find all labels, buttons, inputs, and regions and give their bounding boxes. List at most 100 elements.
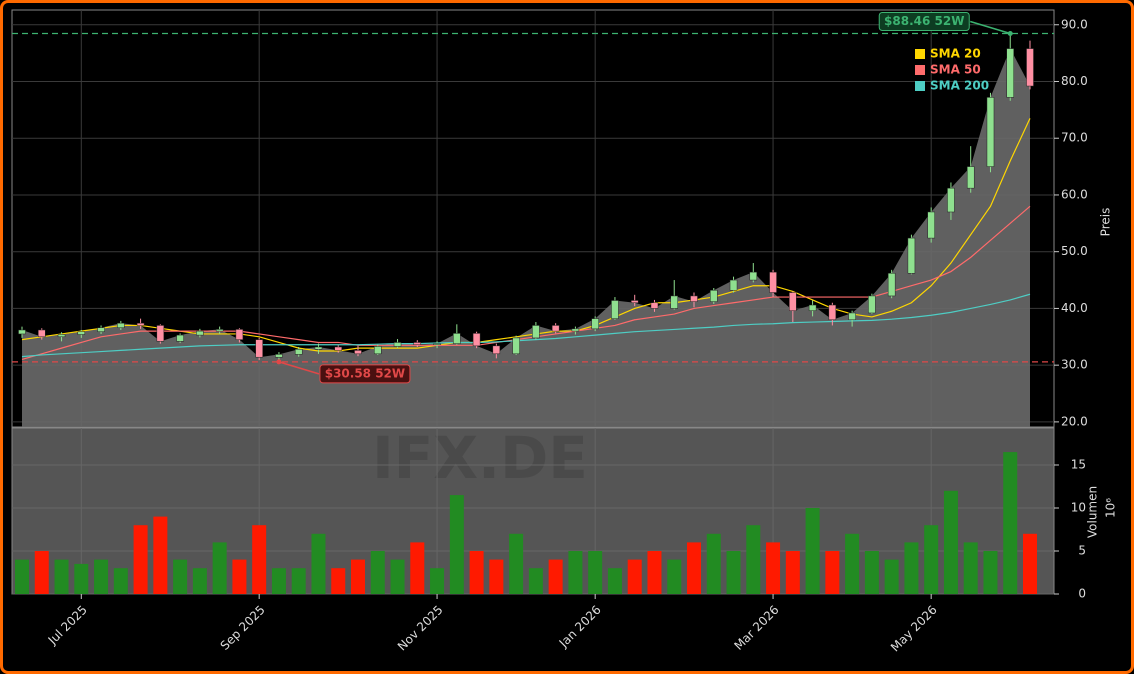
candle-body bbox=[670, 295, 678, 309]
volume-bar bbox=[311, 533, 326, 594]
candle-body bbox=[453, 333, 461, 344]
volume-bar bbox=[410, 542, 425, 594]
candle-body bbox=[690, 295, 698, 302]
candle-body bbox=[413, 342, 422, 345]
volume-bar bbox=[271, 568, 286, 594]
candle-body bbox=[275, 354, 283, 358]
candle-body bbox=[314, 346, 323, 350]
candle-body bbox=[1006, 48, 1014, 98]
x-tick-label: Sep 2025 bbox=[218, 603, 268, 653]
volume-bar bbox=[825, 550, 840, 594]
volume-bar bbox=[924, 525, 939, 594]
volume-bar bbox=[864, 550, 879, 594]
volume-bar bbox=[805, 507, 820, 594]
candle-body bbox=[136, 322, 145, 326]
volume-bar bbox=[15, 559, 29, 594]
volume-bar bbox=[449, 495, 464, 594]
volume-bar bbox=[509, 533, 524, 594]
candle-body bbox=[789, 292, 797, 311]
volume-bar bbox=[252, 525, 267, 594]
volume-bar bbox=[627, 559, 642, 594]
volume-bar bbox=[153, 516, 168, 594]
candle-body bbox=[156, 325, 165, 342]
annotation-arrow bbox=[970, 20, 1011, 35]
candle-body bbox=[868, 295, 876, 314]
y-tick-label: 70.0 bbox=[1061, 131, 1088, 145]
volume-bar bbox=[1003, 452, 1018, 594]
volume-bar bbox=[963, 542, 978, 594]
candle-body bbox=[433, 343, 441, 345]
candle-body bbox=[235, 329, 244, 340]
x-tick-label: Mar 2026 bbox=[731, 603, 781, 653]
legend-swatch bbox=[915, 65, 925, 75]
volume-bar bbox=[212, 542, 227, 594]
volume-bar bbox=[983, 550, 998, 594]
annotation-arrow bbox=[278, 361, 320, 375]
volume-bar bbox=[173, 559, 188, 594]
volume-bar bbox=[34, 550, 49, 594]
legend-swatch bbox=[915, 49, 925, 59]
candle-body bbox=[393, 342, 402, 347]
volume-bar bbox=[1023, 533, 1037, 594]
volume-bar bbox=[528, 568, 543, 594]
candle-body bbox=[512, 337, 520, 355]
volume-bar bbox=[489, 559, 504, 594]
candle-body bbox=[966, 166, 975, 189]
volume-bar bbox=[192, 568, 207, 594]
volume-bar bbox=[726, 550, 741, 594]
candle-body bbox=[492, 345, 501, 355]
volume-tick-label: 15 bbox=[1071, 457, 1086, 471]
volume-bar bbox=[74, 563, 89, 594]
volume-bar bbox=[548, 559, 563, 594]
legend-label: SMA 200 bbox=[930, 79, 989, 93]
x-tick-label: May 2026 bbox=[888, 603, 940, 655]
candle-body bbox=[176, 334, 184, 342]
y-tick-label: 20.0 bbox=[1061, 414, 1088, 428]
candle-body bbox=[986, 97, 995, 167]
candle-body bbox=[38, 329, 46, 338]
candle-body bbox=[907, 237, 916, 274]
volume-bar bbox=[607, 568, 622, 594]
annotation-point bbox=[276, 359, 282, 365]
candle-body bbox=[1026, 48, 1034, 87]
candle-body bbox=[729, 279, 738, 291]
y-axis-label: Preis bbox=[1099, 208, 1113, 237]
volume-bar bbox=[430, 568, 445, 594]
volume-bar bbox=[687, 542, 701, 594]
volume-bar bbox=[351, 559, 365, 594]
candle-body bbox=[196, 330, 204, 336]
watermark: IFX.DE bbox=[372, 424, 588, 492]
candle-body bbox=[472, 333, 481, 347]
volume-bar bbox=[588, 550, 603, 594]
y-tick-label: 50.0 bbox=[1061, 244, 1088, 258]
candle-body bbox=[749, 271, 758, 281]
volume-bar bbox=[766, 542, 781, 594]
candle-body bbox=[551, 325, 560, 332]
candle-body bbox=[650, 302, 659, 309]
volume-bar bbox=[370, 550, 385, 594]
volume-bar bbox=[746, 525, 761, 594]
legend-label: SMA 50 bbox=[930, 63, 981, 77]
legend-swatch bbox=[915, 81, 925, 91]
candle-body bbox=[808, 304, 817, 311]
volume-bar bbox=[706, 533, 721, 594]
volume-axis-label: Volumen bbox=[1086, 486, 1100, 538]
candle-body bbox=[77, 331, 86, 335]
candle-body bbox=[255, 339, 263, 358]
volume-bar bbox=[904, 542, 919, 594]
volume-bar bbox=[568, 550, 583, 594]
candle-body bbox=[887, 272, 896, 297]
candle-body bbox=[117, 322, 125, 328]
volume-bar bbox=[133, 525, 148, 594]
candle-body bbox=[18, 329, 26, 335]
sma-line bbox=[21, 293, 1031, 358]
candle-body bbox=[294, 349, 303, 355]
volume-bar bbox=[390, 559, 405, 594]
y-tick-label: 60.0 bbox=[1061, 187, 1088, 201]
candle-body bbox=[927, 211, 935, 239]
candle-body bbox=[354, 350, 362, 355]
candle-body bbox=[591, 318, 599, 330]
annotation-label: $88.46 52W bbox=[884, 14, 964, 28]
annotation-point bbox=[1007, 30, 1013, 36]
